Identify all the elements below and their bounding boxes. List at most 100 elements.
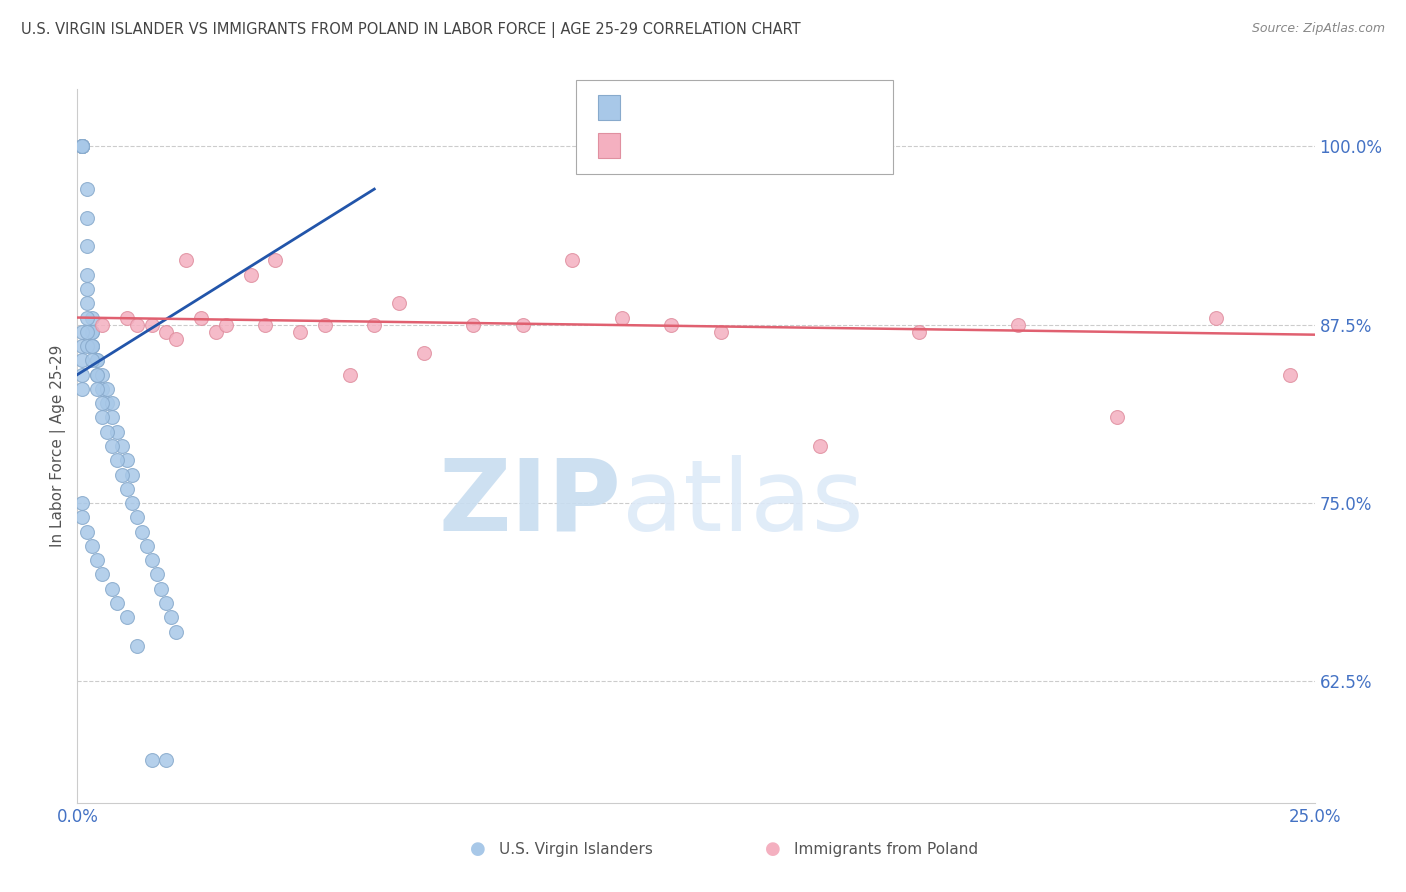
- Point: [76, 211, 98, 225]
- Point: [111, 467, 134, 482]
- Point: [388, 296, 411, 310]
- Point: [463, 318, 485, 332]
- Text: ●: ●: [765, 840, 782, 858]
- Point: [141, 753, 163, 767]
- Point: [363, 318, 385, 332]
- Point: [86, 368, 108, 382]
- Point: [82, 339, 104, 353]
- Text: -0.039: -0.039: [665, 136, 730, 154]
- Point: [72, 353, 94, 368]
- Point: [1105, 410, 1128, 425]
- Point: [76, 182, 98, 196]
- Point: [1205, 310, 1227, 325]
- Point: [76, 310, 98, 325]
- Point: [125, 510, 148, 524]
- Point: [145, 567, 167, 582]
- Point: [115, 310, 138, 325]
- Point: [82, 325, 104, 339]
- Point: [131, 524, 153, 539]
- Point: [72, 382, 94, 396]
- Point: [96, 396, 118, 410]
- Point: [412, 346, 434, 360]
- Point: [710, 325, 733, 339]
- Point: [135, 539, 157, 553]
- Text: R =: R =: [630, 99, 664, 117]
- Text: R =: R =: [630, 136, 664, 154]
- Point: [115, 482, 138, 496]
- Point: [82, 310, 104, 325]
- Point: [165, 624, 187, 639]
- Point: [72, 325, 94, 339]
- Point: [155, 325, 177, 339]
- Point: [190, 310, 212, 325]
- Point: [72, 139, 94, 153]
- Point: [111, 439, 134, 453]
- Point: [72, 368, 94, 382]
- Point: [215, 318, 238, 332]
- Point: [82, 339, 104, 353]
- Point: [115, 610, 138, 624]
- Point: [101, 582, 124, 596]
- Point: [96, 382, 118, 396]
- Point: [72, 496, 94, 510]
- Point: [76, 339, 98, 353]
- Text: atlas: atlas: [621, 455, 863, 551]
- Point: [239, 268, 262, 282]
- Point: [808, 439, 831, 453]
- Point: [72, 139, 94, 153]
- Text: ●: ●: [470, 840, 486, 858]
- Point: [76, 325, 98, 339]
- Text: Source: ZipAtlas.com: Source: ZipAtlas.com: [1251, 22, 1385, 36]
- Point: [155, 753, 177, 767]
- Point: [72, 339, 94, 353]
- Point: [121, 496, 143, 510]
- Point: [561, 253, 583, 268]
- Text: N =: N =: [749, 99, 783, 117]
- Text: 31: 31: [787, 136, 813, 154]
- Point: [101, 439, 124, 453]
- Point: [512, 318, 534, 332]
- Point: [96, 425, 118, 439]
- Point: [1007, 318, 1029, 332]
- Point: [659, 318, 682, 332]
- Text: N =: N =: [749, 136, 783, 154]
- Point: [125, 639, 148, 653]
- Point: [91, 567, 114, 582]
- Point: [205, 325, 228, 339]
- Point: [121, 467, 143, 482]
- Point: [174, 253, 197, 268]
- Point: [339, 368, 361, 382]
- Point: [314, 318, 336, 332]
- Point: [72, 139, 94, 153]
- Point: [72, 139, 94, 153]
- Text: ZIP: ZIP: [439, 455, 621, 551]
- Point: [76, 296, 98, 310]
- Point: [86, 353, 108, 368]
- Point: [115, 453, 138, 467]
- Point: [76, 239, 98, 253]
- Point: [72, 139, 94, 153]
- Point: [72, 139, 94, 153]
- Text: 0.349: 0.349: [665, 99, 728, 117]
- Point: [72, 139, 94, 153]
- Y-axis label: In Labor Force | Age 25-29: In Labor Force | Age 25-29: [51, 345, 66, 547]
- Point: [105, 453, 128, 467]
- Point: [141, 318, 163, 332]
- Point: [86, 382, 108, 396]
- Point: [105, 425, 128, 439]
- Point: [101, 410, 124, 425]
- Point: [165, 332, 187, 346]
- Point: [610, 310, 633, 325]
- Point: [82, 353, 104, 368]
- Point: [101, 396, 124, 410]
- Point: [91, 410, 114, 425]
- Point: [150, 582, 173, 596]
- Point: [82, 339, 104, 353]
- Point: [76, 282, 98, 296]
- Point: [86, 368, 108, 382]
- Text: 72: 72: [787, 99, 813, 117]
- Point: [141, 553, 163, 567]
- Point: [125, 318, 148, 332]
- Point: [160, 610, 183, 624]
- Text: U.S. VIRGIN ISLANDER VS IMMIGRANTS FROM POLAND IN LABOR FORCE | AGE 25-29 CORREL: U.S. VIRGIN ISLANDER VS IMMIGRANTS FROM …: [21, 22, 800, 38]
